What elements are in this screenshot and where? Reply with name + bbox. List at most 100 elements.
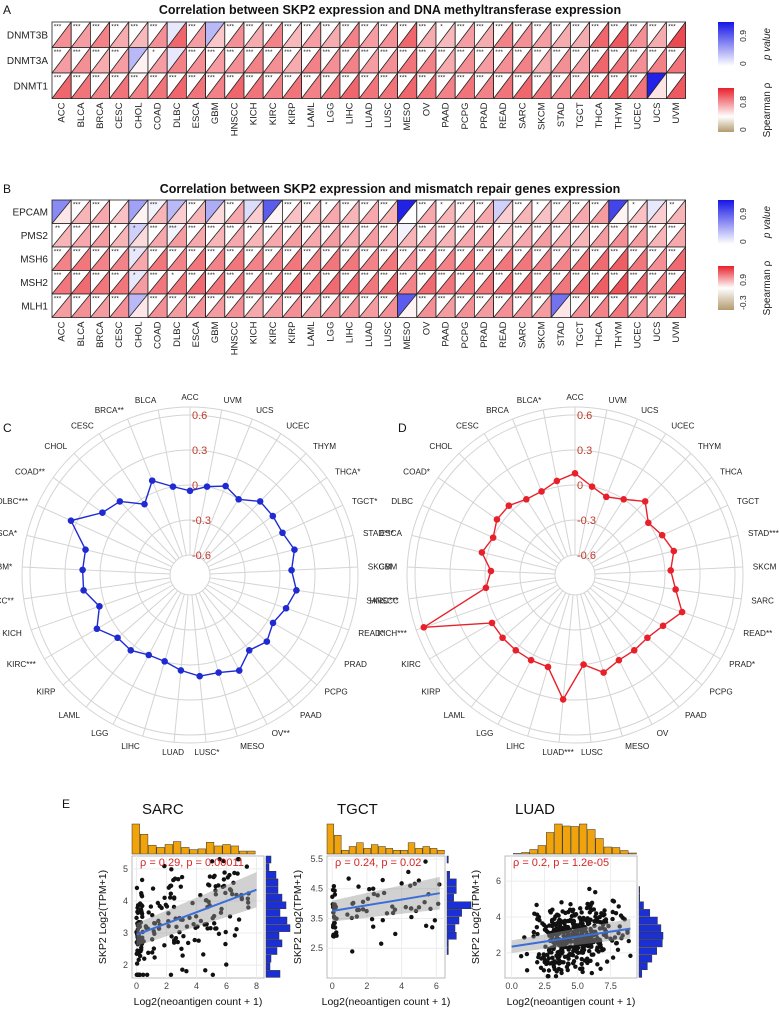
- heat-cancer-label: BLCA: [76, 102, 87, 127]
- heat-cell-diagonal: [128, 47, 149, 74]
- heat-cell-significance: ***: [303, 296, 311, 303]
- heat-cell-significance: ***: [457, 49, 465, 56]
- heat-cell-diagonal: [224, 21, 245, 48]
- scatter-point: [156, 918, 161, 924]
- heat-cell-diagonal: [550, 199, 571, 224]
- heat-cell-significance: ***: [284, 75, 292, 82]
- histogram-bar-x: [529, 849, 538, 855]
- scatter-point: [561, 960, 566, 965]
- scatter-point: [579, 910, 584, 915]
- heat-cell-diagonal: [570, 47, 590, 74]
- scatter-point: [567, 944, 572, 950]
- panel-label-c: C: [3, 421, 12, 435]
- heat-cell-diagonal: [320, 246, 341, 271]
- heat-cancer-label: OV: [421, 321, 432, 335]
- panel-label-d: D: [398, 421, 407, 435]
- scatter-title: LUAD: [515, 801, 555, 818]
- heat-cell-diagonal: [186, 223, 206, 248]
- heat-cell-diagonal: [51, 293, 72, 318]
- heat-cell-significance: *: [440, 202, 443, 209]
- heat-cell-significance: ***: [572, 49, 580, 56]
- heat-cell-diagonal: [531, 72, 552, 99]
- heat-cell-diagonal: [166, 270, 187, 295]
- heat-cell-diagonal: [358, 293, 379, 318]
- scatter-point: [137, 934, 142, 940]
- scatter-point: [225, 875, 230, 880]
- scatter-point: [163, 902, 169, 908]
- heat-cell-significance: *: [133, 249, 136, 256]
- heat-cell-significance: ***: [169, 249, 177, 256]
- heat-cancer-label: COAD: [153, 321, 164, 349]
- heat-cell-diagonal: [243, 21, 264, 48]
- radar-spoke: [23, 577, 171, 600]
- histogram-bar-x: [407, 842, 416, 855]
- scatter-point: [577, 915, 582, 920]
- heat-cell-significance: ***: [227, 75, 235, 82]
- scatter-xlabel: Log2(neoantigen count + 1): [134, 996, 263, 1008]
- spearman-tick: 0: [738, 127, 748, 132]
- radar-point: [544, 663, 552, 671]
- radar-spoke: [592, 584, 721, 660]
- scatter-point: [392, 907, 398, 912]
- histogram-bar-y: [638, 901, 644, 910]
- scatter-point: [617, 924, 622, 929]
- scatter-point: [152, 931, 157, 936]
- heat-cell-diagonal: [320, 72, 341, 99]
- heat-cell-diagonal: [224, 223, 245, 248]
- scatter-point: [592, 923, 597, 928]
- histogram-bar-x: [206, 842, 215, 855]
- heat-cancer-label: BRCA: [95, 321, 106, 348]
- heat-cell-diagonal: [262, 223, 283, 248]
- scatter-xtick-label: 2: [164, 981, 169, 991]
- heat-cell-diagonal: [627, 72, 648, 99]
- histogram-bar-y: [638, 893, 640, 902]
- heat-cell-significance: ***: [476, 202, 484, 209]
- radar-point: [523, 495, 530, 503]
- scatter-point: [622, 917, 627, 922]
- heat-cell-diagonal: [550, 246, 571, 271]
- heat-cell-significance: ***: [515, 202, 523, 209]
- scatter-point: [345, 912, 350, 917]
- radar-point: [96, 603, 103, 610]
- heat-cell-border: [666, 293, 687, 318]
- radar-point: [79, 566, 86, 574]
- heat-cell-diagonal: [512, 72, 533, 99]
- radar-point: [235, 495, 242, 503]
- scatter-point: [531, 929, 536, 935]
- heat-cell-significance: ***: [380, 225, 388, 232]
- heat-cell-diagonal: [493, 223, 514, 248]
- scatter-point: [559, 925, 564, 931]
- scatter-point: [224, 962, 229, 967]
- scatter-point: [547, 932, 552, 937]
- heat-cell-significance: ***: [476, 49, 484, 56]
- heat-cell-significance: ***: [630, 49, 638, 56]
- gene-label: MSH2: [20, 278, 48, 289]
- radar-point: [505, 502, 513, 509]
- heat-cell-diagonal: [589, 293, 610, 318]
- radar-category-label: LUSC: [581, 748, 603, 757]
- heat-cell-diagonal: [301, 72, 322, 99]
- heat-cell-diagonal: [243, 47, 264, 74]
- heat-cell-diagonal: [608, 72, 629, 99]
- heat-cell-significance: ***: [380, 75, 388, 82]
- scatter-point: [246, 905, 251, 910]
- heat-cell-significance: ***: [73, 24, 81, 31]
- histogram-bar-y: [265, 954, 272, 963]
- heat-cell-diagonal: [358, 246, 379, 271]
- scatter-point: [535, 931, 540, 937]
- heat-cell-significance: ***: [73, 296, 81, 303]
- heat-cell-significance: ***: [515, 249, 523, 256]
- heat-cell-significance: ***: [534, 272, 542, 279]
- scatter-point: [346, 876, 351, 881]
- heat-cell-diagonal: [378, 199, 398, 224]
- heat-cell-significance: ***: [553, 202, 561, 209]
- heat-cell-diagonal: [627, 270, 648, 295]
- heat-cell-border: [666, 72, 687, 99]
- heat-cell-significance: ***: [438, 225, 446, 232]
- scatter-point: [588, 926, 593, 932]
- radar-category-label: STAD***: [363, 529, 395, 538]
- heat-cell-significance: ***: [54, 75, 62, 82]
- heat-cell-diagonal: [147, 270, 168, 295]
- radar-point: [99, 509, 106, 516]
- heat-cell-significance: ***: [591, 75, 599, 82]
